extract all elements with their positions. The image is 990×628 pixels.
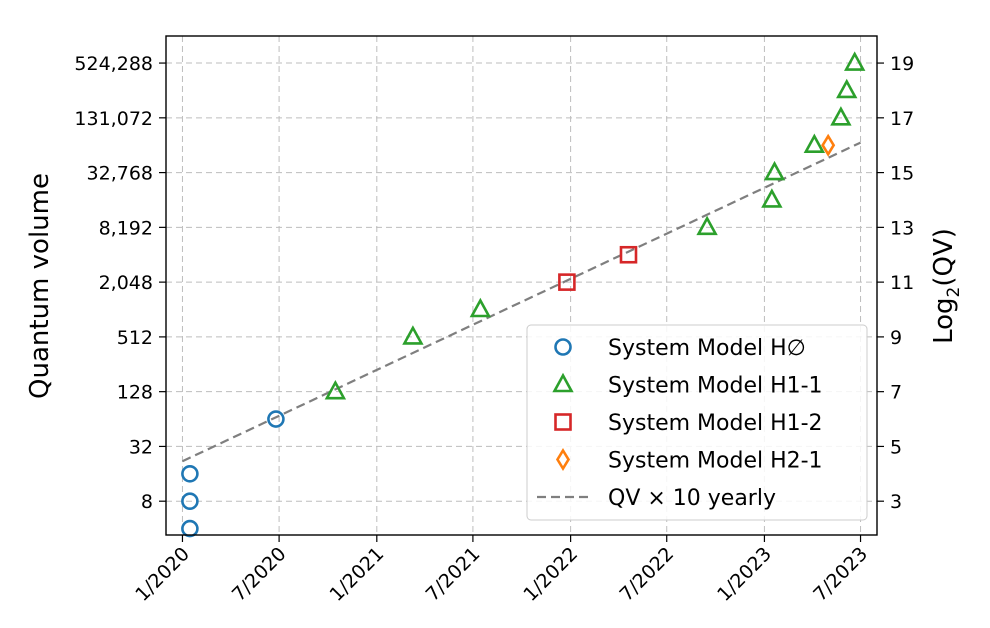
triangle-data-point (324, 379, 347, 400)
legend-label: System Model H1-1 (608, 374, 823, 399)
triangle-data-point (830, 106, 852, 126)
x-tick-label: 1/2023 (713, 543, 776, 606)
legend-box (526, 324, 868, 521)
legend-label: QV × 10 yearly (608, 486, 776, 511)
y2-tick-label: 7 (890, 382, 902, 404)
y-tick-label: 32 (129, 436, 153, 458)
y2-tick-label: 3 (890, 491, 902, 513)
y-tick-label: 512 (117, 327, 153, 349)
circle-data-point (181, 519, 199, 538)
x-tick-label: 1/2021 (326, 543, 389, 606)
triangle-data-point (761, 188, 783, 208)
circle-data-point (181, 492, 199, 510)
y-tick-label: 2,048 (99, 272, 153, 294)
trend-line-group (181, 141, 862, 463)
y-tick-label: 8,192 (99, 217, 153, 239)
x-tick-label: 7/2021 (422, 543, 485, 606)
y2-tick-label: 17 (890, 108, 914, 130)
y2-axis-title-subscript: 2 (944, 287, 964, 298)
plot-frame (165, 35, 878, 536)
x-tick-label: 1/2022 (519, 543, 582, 606)
legend-square-marker (554, 413, 572, 431)
triangle-data-point (763, 160, 786, 181)
trend-line (181, 141, 862, 463)
circle-data-point (267, 410, 285, 428)
square-data-point (619, 245, 638, 264)
triangle-data-point (469, 297, 492, 318)
legend-diamond-marker (555, 448, 571, 471)
x-tick-label: 7/2020 (228, 543, 291, 606)
triangle-data-point (402, 325, 424, 345)
circle-data-point (181, 465, 199, 483)
y2-axis-ticks: 3 5 7 9 11 13 15 17 19 (877, 53, 914, 513)
y-axis-ticks: 8 32 128 512 2,048 8,192 32,768 131,072 524,288 (74, 53, 166, 513)
triangle-data-point (844, 51, 866, 71)
y2-axis-title-main: Log (929, 297, 959, 343)
y2-axis-title: Log2(QV) (929, 228, 964, 344)
diamond-data-point (821, 133, 836, 157)
y-tick-label: 32,768 (87, 163, 153, 185)
triangle-data-point (836, 78, 858, 99)
triangle-data-point (803, 133, 826, 154)
x-tick-label: 7/2023 (809, 543, 872, 606)
legend-label: System Model H1-2 (608, 411, 823, 436)
y-tick-label: 8 (141, 491, 153, 513)
x-tick-label: 1/2020 (131, 543, 194, 606)
legend-label: System Model H2-1 (608, 449, 823, 474)
y-axis-title: Quantum volume (25, 173, 55, 399)
y2-tick-label: 15 (890, 163, 914, 185)
triangle-data-point (696, 215, 718, 236)
y-tick-label: 131,072 (74, 108, 153, 130)
y2-tick-label: 13 (890, 217, 914, 239)
legend-entries: System Model H∅ System Model H1-1 System M… (537, 336, 823, 511)
y-tick-label: 128 (117, 382, 153, 404)
y2-axis-title-tail: (QV) (929, 228, 959, 287)
legend: System Model H∅ System Model H1-1 System M… (526, 324, 868, 521)
legend-circle-marker (554, 338, 572, 356)
x-tick-label: 7/2022 (615, 543, 678, 606)
legend-label: System Model H∅ (608, 336, 806, 361)
x-axis-ticks: 1/2020 7/2020 1/2021 7/2021 1/2022 7/2022 1/20… (131, 535, 872, 606)
y2-tick-label: 9 (890, 327, 902, 349)
data-markers (181, 51, 866, 538)
y2-tick-label: 19 (890, 53, 914, 75)
y2-tick-label: 11 (890, 272, 914, 294)
y2-tick-label: 5 (890, 436, 902, 458)
y-tick-label: 524,288 (74, 53, 153, 75)
square-data-point (558, 273, 576, 291)
legend-triangle-marker (552, 372, 574, 393)
